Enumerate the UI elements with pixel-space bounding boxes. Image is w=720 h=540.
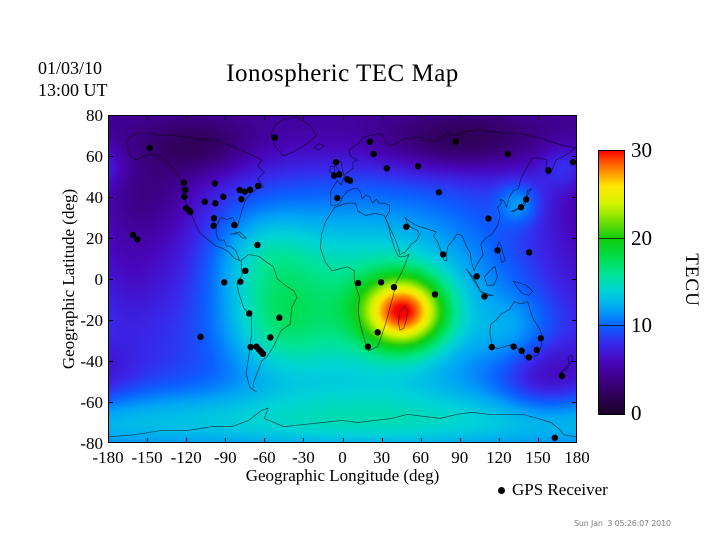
y-tick-label: 0 [94,270,104,289]
y-tick-label: 80 [86,106,103,125]
page-title: Ionospheric TEC Map [226,60,459,87]
x-tick-label: -90 [213,448,237,467]
y-axis-label: Geographic Latitude (deg) [59,188,78,370]
y-tick-label: -60 [80,393,103,412]
x-tick-label: 60 [412,448,430,467]
colorbar-unit-label: TECU [681,253,702,307]
x-tick-label: 120 [486,448,512,467]
colorbar-tick-label: 10 [631,313,652,338]
x-tick-label: 150 [525,448,551,467]
colorbar [598,150,625,415]
date-label: 01/03/10 [38,58,103,78]
y-tick-label: -80 [80,434,103,453]
x-tick-label: -150 [131,448,163,467]
time-label: 13:00 UT [38,80,108,100]
x-tick-label: 30 [373,448,391,467]
x-tick-label: -180 [92,448,124,467]
colorbar-tick-label: 20 [631,225,652,250]
x-tick-label: 180 [564,448,590,467]
colorbar-tick-label: 0 [631,401,642,425]
generation-timestamp: Sun Jan 3 05:26:07 2010 [574,519,671,528]
y-tick-label: 60 [86,147,103,166]
x-tick-label: -30 [292,448,315,467]
x-tick-label: 0 [338,448,347,467]
x-tick-label: 90 [451,448,469,467]
x-tick-label: -120 [170,448,202,467]
legend-label: GPS Receiver [512,480,608,499]
colorbar-tick-label: 30 [631,138,652,162]
gps-receiver-dot-icon [498,487,505,494]
x-tick-label: -60 [252,448,276,467]
x-axis-label: Geographic Longitude (deg) [245,466,440,485]
y-tick-label: -40 [80,352,103,371]
y-tick-label: 20 [86,229,103,248]
colorbar-tick-line [599,237,624,239]
y-tick-label: -20 [80,311,103,330]
tec-heatmap-canvas [108,115,577,443]
colorbar-tick-line [599,325,624,327]
y-tick-label: 40 [86,188,103,207]
